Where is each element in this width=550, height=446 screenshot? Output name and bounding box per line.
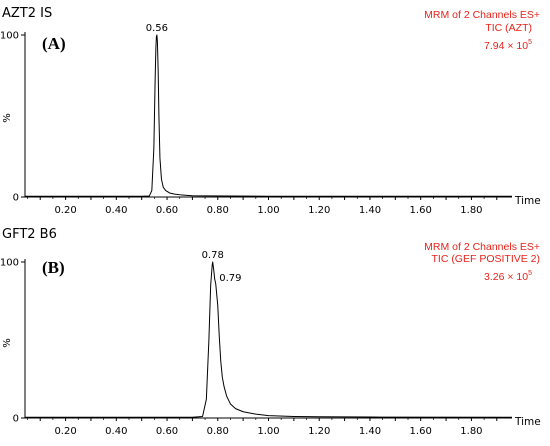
x-tick-label: 1.80: [460, 426, 482, 437]
chromatogram-panel-b: GFT2 B6 (B) MRM of 2 Channels ES+ TIC (G…: [0, 227, 541, 437]
x-tick-label: 0.40: [105, 426, 127, 437]
x-tick-label: 1.80: [460, 205, 482, 216]
y-tick-label: 0: [13, 193, 19, 204]
intensity-mantissa: 7.94 × 10: [484, 40, 528, 52]
x-tick-label: 0.20: [54, 205, 76, 216]
x-tick-label: 0.40: [105, 205, 127, 216]
x-tick-label: 0.80: [207, 205, 229, 216]
chromatogram-trace: [25, 34, 512, 197]
x-tick-label: 1.60: [410, 205, 432, 216]
sample-title: GFT2 B6: [2, 227, 57, 242]
x-tick-label: 1.00: [257, 205, 279, 216]
y-axis-label: %: [2, 338, 13, 348]
x-tick-label: 1.60: [410, 426, 432, 437]
y-tick-label: 0: [13, 414, 19, 425]
channel-info-line-2: TIC (GEF POSITIVE 2): [431, 253, 540, 265]
panel-tag: (A): [42, 34, 66, 53]
channel-info-line-1: MRM of 2 Channels ES+: [424, 241, 540, 253]
x-tick-label: 1.20: [308, 205, 330, 216]
x-tick-label: 1.40: [359, 426, 381, 437]
x-tick-label: 1.20: [308, 426, 330, 437]
x-axis-label: Time: [514, 416, 541, 428]
chromatogram-panel-a: AZT2 IS (A) MRM of 2 Channels ES+ TIC (A…: [0, 6, 541, 216]
y-tick-label: 100: [0, 31, 19, 42]
intensity-exponent: 5: [528, 270, 532, 277]
panel-tag: (B): [42, 258, 65, 277]
intensity-label: 7.94 × 105: [484, 39, 532, 52]
channel-info-line-1: MRM of 2 Channels ES+: [424, 9, 540, 21]
x-tick-label: 1.00: [257, 426, 279, 437]
channel-info-line-2: TIC (AZT): [485, 22, 532, 34]
chromatogram-trace: [25, 261, 513, 418]
x-tick-label: 0.60: [156, 426, 178, 437]
sample-title: AZT2 IS: [2, 6, 52, 21]
x-tick-label: 0.60: [156, 205, 178, 216]
intensity-mantissa: 3.26 × 10: [484, 271, 528, 283]
peak-label: 0.78: [202, 250, 224, 261]
x-tick-label: 0.80: [207, 426, 229, 437]
peak-label: 0.56: [146, 23, 168, 34]
x-tick-label: 1.40: [359, 205, 381, 216]
intensity-exponent: 5: [528, 39, 532, 46]
x-tick-label: 0.20: [54, 426, 76, 437]
x-axis-label: Time: [514, 195, 541, 207]
y-tick-label: 100: [0, 258, 19, 269]
intensity-label: 3.26 × 105: [484, 270, 532, 283]
peak-label: 0.79: [219, 273, 241, 284]
y-axis-label: %: [2, 113, 13, 123]
